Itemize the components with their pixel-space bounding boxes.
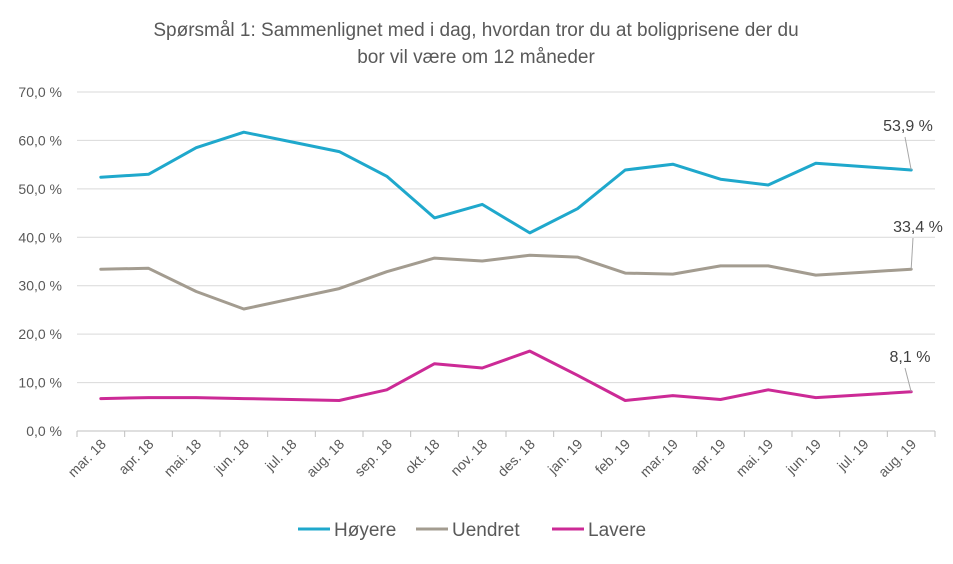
x-tick-label: mar. 18 (65, 436, 109, 480)
x-tick-label: jun. 18 (210, 436, 252, 478)
y-tick-label: 0,0 % (26, 423, 62, 439)
legend-label-lavere: Lavere (588, 520, 646, 541)
series-line-lavere (99, 349, 913, 402)
chart-title-line-2: bor vil være om 12 måneder (357, 47, 595, 68)
end-label-lavere: 8,1 % (890, 349, 931, 366)
x-tick-label: jan. 19 (544, 436, 586, 478)
y-tick-label: 70,0 % (18, 84, 62, 100)
series-line-høyere (99, 130, 913, 235)
y-tick-label: 40,0 % (18, 229, 62, 245)
chart-title: Spørsmål 1: Sammenlignet med i dag, hvor… (153, 20, 798, 68)
series-lines (99, 130, 913, 402)
x-tick-label: apr. 19 (687, 436, 729, 478)
x-tick-label: sep. 18 (351, 436, 395, 480)
x-tick-label: apr. 18 (115, 436, 157, 478)
x-tick-label: aug. 19 (875, 436, 919, 480)
end-label-leader (904, 367, 912, 392)
x-tick-label: des. 18 (494, 436, 538, 480)
x-tick-label: mai. 18 (161, 436, 205, 480)
legend: Høyere Uendret Lavere (298, 520, 646, 541)
end-label-høyere: 53,9 % (883, 118, 933, 135)
gridlines (77, 91, 935, 432)
x-tick-label: jun. 19 (782, 436, 824, 478)
legend-label-høyere: Høyere (334, 520, 396, 541)
end-labels: 53,9 % 33,4 % 8,1 % (883, 118, 943, 392)
x-tick-label: mar. 19 (637, 436, 681, 480)
y-axis: 0,0 % 10,0 % 20,0 % 30,0 % 40,0 % 50,0 % 60,0 … (18, 84, 62, 439)
end-label-leader (904, 136, 912, 171)
x-tick-label: feb. 19 (592, 436, 634, 478)
y-tick-label: 10,0 % (18, 375, 62, 391)
y-tick-label: 50,0 % (18, 181, 62, 197)
y-tick-label: 20,0 % (18, 326, 62, 342)
x-tick-label: jul. 18 (261, 436, 300, 475)
end-label-uendret: 33,4 % (893, 219, 943, 236)
x-tick-label: mai. 19 (733, 436, 777, 480)
x-axis: mar. 18 apr. 18 mai. 18 jun. 18 jul. 18 aug. … (65, 431, 936, 480)
series-line-uendret (99, 253, 913, 311)
chart-title-line-1: Spørsmål 1: Sammenlignet med i dag, hvor… (153, 20, 798, 41)
end-label-leader (910, 237, 914, 270)
x-tick-label: aug. 18 (303, 436, 347, 480)
x-tick-label: nov. 18 (447, 436, 490, 479)
y-tick-label: 30,0 % (18, 278, 62, 294)
y-tick-label: 60,0 % (18, 132, 62, 148)
x-tick-label: okt. 18 (402, 436, 443, 477)
x-tick-label: jul. 19 (833, 436, 872, 475)
legend-label-uendret: Uendret (452, 520, 520, 541)
